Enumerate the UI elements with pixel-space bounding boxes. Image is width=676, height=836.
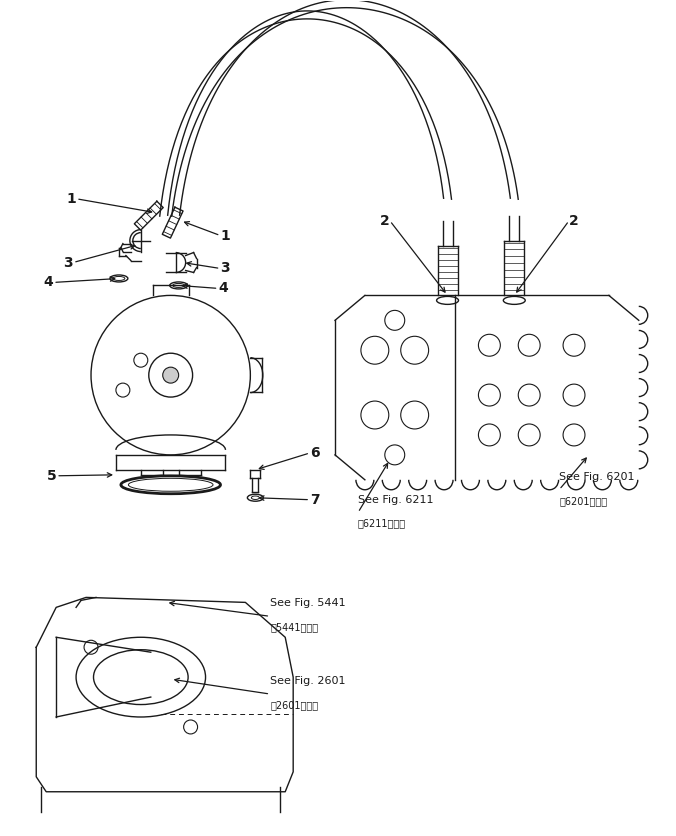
Text: See Fig. 6211: See Fig. 6211 (358, 495, 433, 505)
Text: 2: 2 (569, 214, 579, 227)
Text: 1: 1 (220, 228, 231, 242)
Text: 6: 6 (310, 446, 320, 460)
Text: 第2601図参照: 第2601図参照 (270, 700, 318, 710)
Text: 第6211図参照: 第6211図参照 (358, 518, 406, 528)
Circle shape (163, 367, 178, 383)
Text: 7: 7 (310, 492, 320, 507)
Text: See Fig. 6201: See Fig. 6201 (559, 472, 635, 482)
Text: 5: 5 (47, 469, 56, 483)
Text: See Fig. 2601: See Fig. 2601 (270, 676, 346, 686)
Text: See Fig. 5441: See Fig. 5441 (270, 599, 346, 609)
Text: 4: 4 (43, 275, 53, 289)
Text: 1: 1 (66, 191, 76, 206)
Text: 第5441図参照: 第5441図参照 (270, 622, 318, 632)
Text: 4: 4 (218, 282, 228, 295)
Text: 3: 3 (220, 262, 230, 276)
Text: 第6201図参照: 第6201図参照 (559, 496, 607, 506)
Text: 2: 2 (380, 214, 390, 227)
Text: 3: 3 (64, 256, 73, 269)
